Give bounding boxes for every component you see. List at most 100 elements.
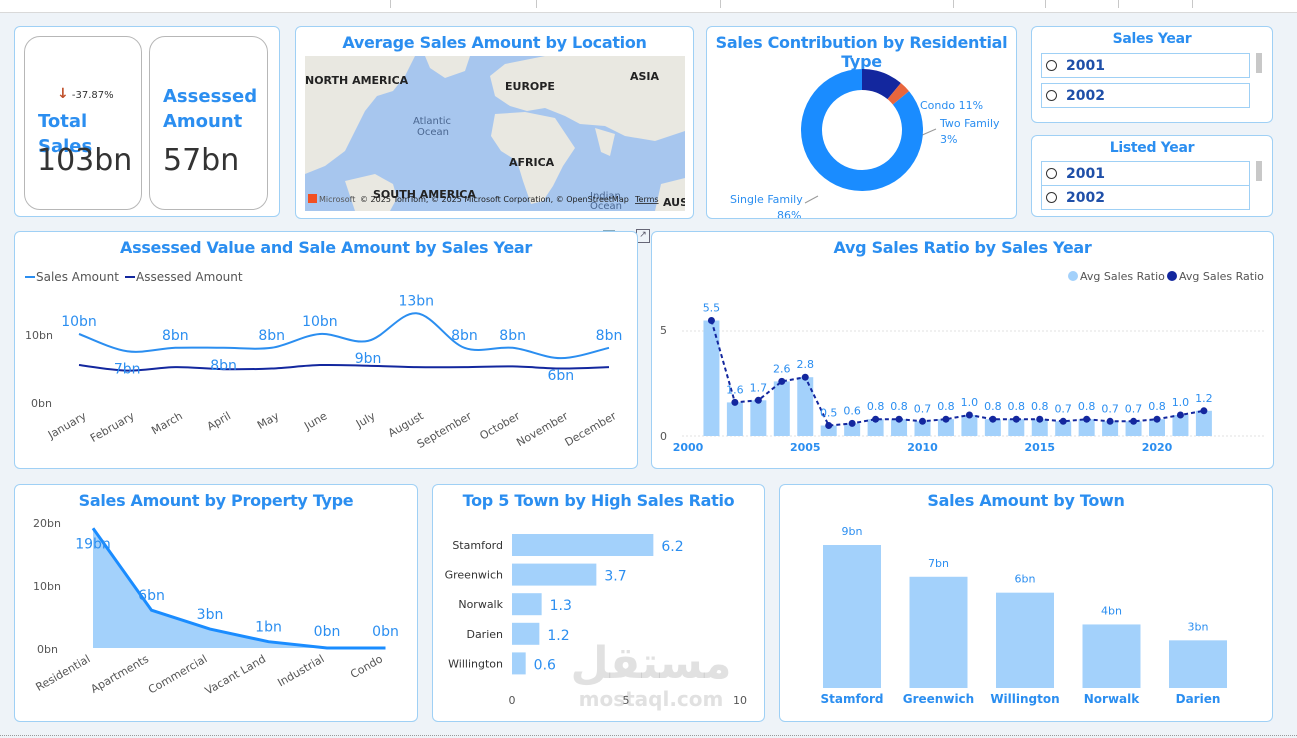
map-label-atlantic: Atlantic [413, 116, 451, 127]
x-tick-label: Stamford [821, 692, 884, 706]
bar-2020 [1149, 419, 1165, 436]
data-label-assessed: 7bn [114, 361, 141, 377]
radio-icon[interactable] [1046, 90, 1057, 101]
data-label-2002: 1.6 [726, 383, 744, 396]
data-label-2014: 0.8 [1008, 400, 1026, 413]
x-tick-label: 2000 [673, 441, 704, 454]
y-tick-0: 0 [660, 430, 667, 443]
kpi-assessed-amount[interactable]: Assessed Amount 57bn [149, 36, 268, 210]
point-2006 [825, 422, 833, 429]
map-label-aus: AUS [663, 196, 685, 209]
radio-icon[interactable] [1046, 168, 1057, 179]
expand-icon[interactable]: ↗ [636, 229, 650, 243]
y-tick-10bn: 10bn [25, 329, 53, 342]
data-label: 1.2 [547, 628, 569, 644]
kpi-total-sales[interactable]: ↓ -37.87% Total Sales 103bn [24, 36, 142, 210]
data-label-sales: 8bn [596, 328, 623, 344]
bar-2001 [703, 320, 720, 436]
data-label-2022: 1.2 [1195, 392, 1213, 405]
slicer-option-2001[interactable]: 2001 [1041, 53, 1250, 78]
map-label-north-america: NORTH AMERICA [305, 74, 409, 87]
slicer-option-2001[interactable]: 2001 [1041, 161, 1250, 186]
donut-chart[interactable]: Condo 11% Two Family 3% Single Family 86… [707, 55, 1018, 218]
x-tick-label: Industrial [275, 652, 326, 689]
bar-2006 [820, 425, 837, 436]
x-tick-label: 2015 [1024, 441, 1055, 454]
radio-icon[interactable] [1046, 60, 1057, 71]
x-tick-label: June [301, 409, 329, 433]
y-tick-0bn: 0bn [37, 643, 58, 656]
legend-assessed-amount: Assessed Amount [136, 270, 243, 284]
legend-avg-sales-ratio-line: Avg Sales Ratio [1179, 270, 1264, 283]
arrow-down-icon: ↓ [57, 86, 69, 102]
bar-2015 [1031, 419, 1048, 436]
data-label-assessed: 9bn [355, 351, 382, 367]
legend-avg-sales-ratio-bar: Avg Sales Ratio [1080, 270, 1165, 283]
line-chart[interactable]: Sales Amount Assessed Amount 10bn 0bn 10… [15, 232, 637, 468]
data-label-sales: 13bn [398, 293, 434, 309]
point-2010 [919, 417, 926, 425]
x-tick-label: 10 [733, 694, 747, 707]
point-2012 [965, 411, 973, 419]
legend-dot-line [1167, 271, 1177, 281]
y-tick-10bn: 10bn [33, 580, 61, 593]
hbar-chart[interactable]: Stamford 6.2 Greenwich 3.7 Norwalk 1.3 Darien 1… [433, 485, 764, 721]
map-title: Average Sales Amount by Location [342, 33, 647, 52]
bar-2008 [867, 419, 884, 436]
data-label-2010: 0.7 [914, 402, 932, 415]
line-series-sales-amount [78, 312, 610, 360]
data-label-sales: 8bn [451, 328, 478, 344]
y-tick-20bn: 20bn [33, 517, 61, 530]
point-2003 [754, 396, 762, 404]
line-series-assessed-amount [78, 363, 610, 372]
area-chart[interactable]: 20bn 10bn 0bn 19bn Residential 6bn Apartmen… [15, 485, 417, 721]
area-chart-card: Sales Amount by Property Type 20bn 10bn … [14, 484, 418, 722]
donut-title: Sales Contribution by Residential Type [715, 33, 1008, 71]
data-label-sales: 8bn [162, 328, 189, 344]
point-2022 [1200, 407, 1208, 415]
slicer-option-2002[interactable]: 2002 [1041, 185, 1250, 210]
ratio-chart-title: Avg Sales Ratio by Sales Year [833, 238, 1092, 257]
data-label: 0.6 [534, 657, 556, 673]
slicer-scrollbar[interactable] [1256, 53, 1262, 73]
x-tick-label: May [255, 409, 282, 432]
slicer-option-label: 2002 [1066, 88, 1105, 104]
y-tick-label: Stamford [452, 539, 503, 552]
slicer-option-2002[interactable]: 2002 [1041, 83, 1250, 108]
x-tick-label: November [514, 409, 570, 449]
kpi-label: Assessed Amount [163, 86, 258, 132]
world-map[interactable]: NORTH AMERICA EUROPE ASIA Atlantic Ocean… [305, 56, 685, 211]
point-2019 [1130, 417, 1138, 425]
x-tick-label: 5 [623, 694, 630, 707]
bar-greenwich [512, 563, 597, 586]
bar-2003 [750, 400, 767, 436]
bar-willington [996, 592, 1054, 688]
donut-slice-condo [862, 69, 901, 100]
vbar-chart[interactable]: 9bn Stamford 7bn Greenwich 6bn Willington 4bn N… [780, 485, 1272, 721]
map-label-europe: EUROPE [505, 80, 555, 93]
watermark-arabic: مستقل [570, 638, 732, 689]
data-label-2021: 1.0 [1172, 396, 1190, 409]
map-card: Average Sales Amount by Location NORTH A… [295, 26, 694, 219]
x-tick-label: 2010 [907, 441, 938, 454]
donut-label-two-family-pct: 3% [940, 133, 957, 146]
data-label: 3bn [197, 607, 224, 623]
slicer-scrollbar[interactable] [1256, 161, 1262, 181]
ratio-chart[interactable]: Avg Sales Ratio Avg Sales Ratio 5 0 5.5 1… [652, 232, 1273, 468]
data-label-2009: 0.8 [890, 400, 908, 413]
x-tick-label: 0 [509, 694, 516, 707]
data-label: 0bn [314, 624, 341, 640]
y-tick-label: Norwalk [458, 598, 503, 611]
x-tick-label: Commercial [146, 652, 209, 696]
data-label-2005: 2.8 [797, 358, 815, 371]
watermark-latin: mostaql.com [578, 687, 724, 711]
avg-ratio-line [710, 320, 1205, 427]
x-tick-label: January [45, 409, 89, 442]
data-label-2017: 0.8 [1078, 400, 1096, 413]
radio-icon[interactable] [1046, 192, 1057, 203]
map-terms-link: Terms [634, 195, 659, 204]
x-tick-label: 2005 [790, 441, 821, 454]
data-label: 1.3 [550, 598, 572, 614]
map-label-atlantic-ocean: Ocean [417, 127, 449, 138]
bar-2009 [891, 419, 908, 436]
